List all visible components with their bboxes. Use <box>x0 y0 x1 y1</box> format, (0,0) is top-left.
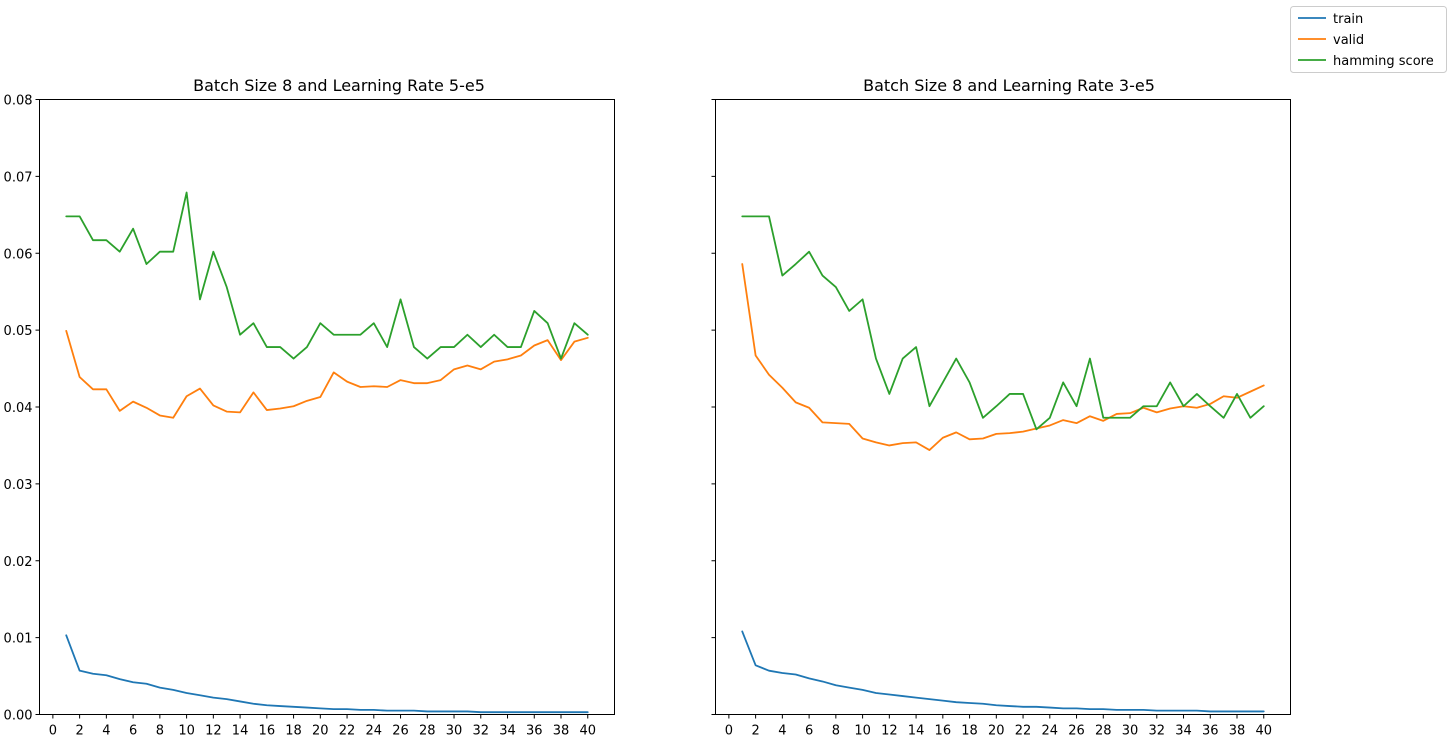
right-x-tick-label: 34 <box>1175 724 1192 739</box>
right-x-tick-label: 40 <box>1255 724 1272 739</box>
left-y-tick-label: 0.05 <box>4 324 33 339</box>
right-x-tick-label: 26 <box>1068 724 1085 739</box>
left-x-tick-label: 36 <box>526 724 543 739</box>
left-x-tick-label: 40 <box>579 724 596 739</box>
left-x-tick-label: 2 <box>75 724 83 739</box>
left-x-tick-label: 20 <box>312 724 329 739</box>
right-x-tick-label: 12 <box>881 724 898 739</box>
left-x-tick-label: 28 <box>419 724 436 739</box>
right-plot-lines <box>741 215 1265 713</box>
right-x-tick-label: 0 <box>725 724 733 739</box>
left-x-tick-label: 0 <box>49 724 57 739</box>
left-x-tick-label: 22 <box>339 724 356 739</box>
right-x-tick-label: 22 <box>1015 724 1032 739</box>
left-x-axis: 0 2 4 6 8 10 12 14 16 18 20 22 24 26 28 30 32 34 36 38 40 <box>49 714 596 739</box>
left-x-tick-label: 12 <box>205 724 222 739</box>
legend: train valid hamming score <box>1290 6 1447 73</box>
right-x-tick-label: 4 <box>778 724 786 739</box>
left-x-tick-label: 8 <box>156 724 164 739</box>
right-x-tick-label: 8 <box>832 724 840 739</box>
left-x-tick-label: 6 <box>129 724 137 739</box>
legend-label-valid: valid <box>1333 33 1364 48</box>
left-y-tick-label: 0.04 <box>4 401 33 416</box>
left-x-tick-label: 32 <box>473 724 490 739</box>
right-x-tick-label: 2 <box>751 724 759 739</box>
right-y-axis <box>711 99 716 715</box>
left-y-tick-label: 0.03 <box>4 478 33 493</box>
right-x-tick-label: 28 <box>1095 724 1112 739</box>
right-x-tick-label: 36 <box>1202 724 1219 739</box>
left-series-train <box>65 634 589 714</box>
right-x-tick-label: 16 <box>935 724 952 739</box>
right-series-valid <box>741 263 1265 451</box>
legend-box <box>1290 6 1447 73</box>
right-x-tick-label: 6 <box>805 724 813 739</box>
left-x-tick-label: 4 <box>102 724 110 739</box>
right-x-tick-label: 32 <box>1149 724 1166 739</box>
right-chart-title: Batch Size 8 and Learning Rate 3-e5 <box>863 76 1155 95</box>
left-x-tick-label: 26 <box>392 724 409 739</box>
left-series-hamming-score <box>65 191 589 360</box>
right-x-tick-label: 38 <box>1229 724 1246 739</box>
legend-label-hamming-score: hamming score <box>1333 54 1434 69</box>
left-x-tick-label: 10 <box>178 724 195 739</box>
left-y-tick-label: 0.00 <box>4 709 33 724</box>
left-y-tick-label: 0.02 <box>4 555 33 570</box>
left-x-tick-label: 14 <box>232 724 249 739</box>
left-x-tick-label: 16 <box>259 724 276 739</box>
left-chart-title: Batch Size 8 and Learning Rate 5-e5 <box>193 76 485 95</box>
left-plot-frame <box>39 99 615 715</box>
left-y-tick-label: 0.07 <box>4 170 33 185</box>
left-y-tick-label: 0.08 <box>4 94 33 109</box>
right-x-axis: 0 2 4 6 8 10 12 14 16 18 20 22 24 26 28 30 32 34 36 38 40 <box>725 714 1272 739</box>
left-series-valid <box>65 329 589 419</box>
left-x-tick-label: 18 <box>285 724 302 739</box>
right-x-tick-label: 14 <box>908 724 925 739</box>
left-x-tick-label: 24 <box>366 724 383 739</box>
right-x-tick-label: 20 <box>988 724 1005 739</box>
right-plot-frame <box>715 99 1291 715</box>
right-x-tick-label: 30 <box>1122 724 1139 739</box>
right-series-train <box>741 630 1265 713</box>
left-plot-lines <box>65 191 589 714</box>
left-x-tick-label: 30 <box>446 724 463 739</box>
left-y-tick-label: 0.01 <box>4 632 33 647</box>
right-x-tick-label: 10 <box>854 724 871 739</box>
left-y-tick-label: 0.06 <box>4 247 33 262</box>
left-y-axis: 0.00 0.01 0.02 0.03 0.04 0.05 0.06 0.07 0.08 <box>4 94 40 724</box>
left-x-tick-label: 38 <box>553 724 570 739</box>
right-series-hamming-score <box>741 215 1265 431</box>
right-x-tick-label: 24 <box>1042 724 1059 739</box>
legend-label-train: train <box>1333 12 1363 27</box>
left-x-tick-label: 34 <box>499 724 516 739</box>
right-x-tick-label: 18 <box>961 724 978 739</box>
